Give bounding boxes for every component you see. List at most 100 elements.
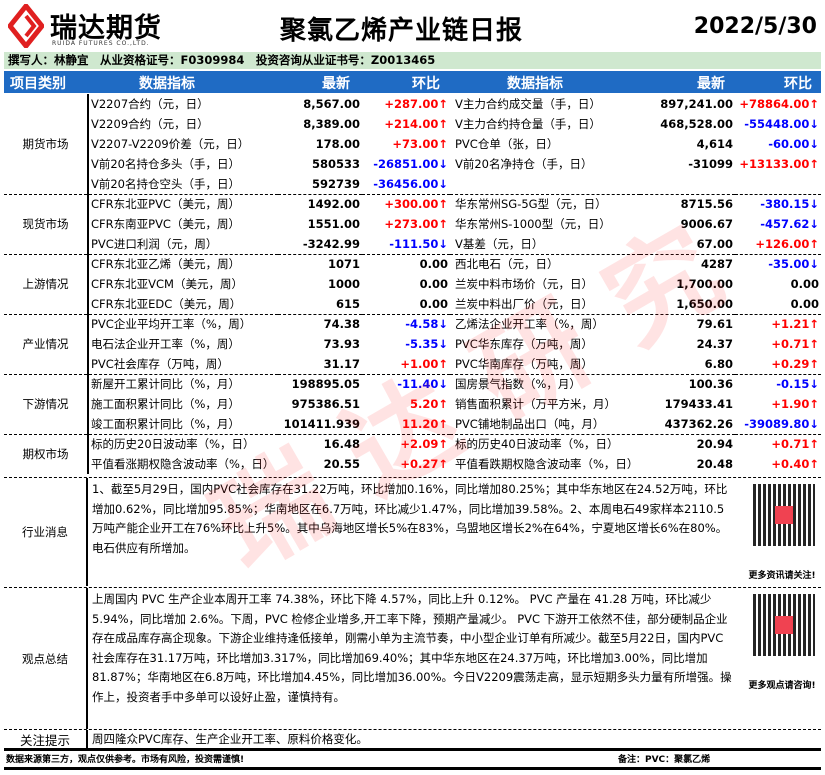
change-value: -11.40↓	[362, 373, 450, 394]
latest-value: 9006.67	[680, 217, 733, 231]
table-row: 上游情况 CFR东北亚乙烯（美元，周） 1071 0.00 西北电石（元，日） 4…	[4, 253, 821, 314]
change-value: +73.00↑	[392, 137, 448, 151]
qr-caption: 更多资讯请关注!	[748, 571, 816, 581]
change-value: -457.62↓	[760, 217, 819, 231]
view-text: 上周国内 PVC 生产企业本周开工率 74.38%，环比下降 4.57%，同比上…	[92, 592, 732, 704]
latest-value: 468,528.00	[660, 117, 733, 131]
indicator-name: 销售面积累计（万平方米，月）	[455, 397, 616, 411]
report-date: 2022/5/30	[693, 14, 817, 39]
change-value: -26851.00↓	[373, 157, 448, 171]
change-value: -380.15↓	[735, 193, 821, 214]
col-indicator: 数据指标	[139, 76, 195, 92]
indicator-name: PVC进口利润（元，周）	[91, 236, 218, 251]
table-row: V前20名持仓空头（手，日） 592739 -36456.00↓	[4, 174, 821, 194]
data-table: 期货市场 V2207合约（元，日） 8,567.00 +287.00↑ V主力合约…	[4, 94, 821, 474]
indicator-name: V2207合约（元，日）	[91, 97, 209, 111]
table-header: 项目类别 数据指标 最新 环比 数据指标 最新 环比	[4, 71, 821, 93]
news-text: 1、截至5月29日，国内PVC社会库存在31.22万吨，环比增加0.16%，同比…	[92, 482, 728, 555]
latest-value: 437362.26	[664, 416, 733, 431]
table-row: 下游情况 新屋开工累计同比（%，月） 198895.05 -11.40↓ 国房景气…	[4, 373, 821, 434]
change-value: -4.58↓	[362, 313, 450, 334]
latest-value: 4287	[640, 253, 735, 274]
change-value: -39089.80↓	[744, 416, 819, 431]
view-section: 观点总结 上周国内 PVC 生产企业本周开工率 74.38%，环比下降 4.57…	[4, 588, 821, 729]
category-label: 下游情况	[4, 373, 89, 434]
indicator-name: PVC仓单（张，日）	[455, 137, 559, 151]
table-row: 现货市场 CFR东北亚PVC（美元，周） 1492.00 +300.00↑ 华东常…	[4, 193, 821, 254]
latest-value: 897,241.00	[660, 97, 733, 111]
table-row: 产业情况 PVC企业平均开工率（%，周） 74.38 -4.58↓ 乙烯法企业开工…	[4, 313, 821, 374]
indicator-name: 西北电石（元，日）	[450, 253, 640, 274]
latest-value: 615	[335, 296, 360, 311]
col-indicator-2: 数据指标	[507, 76, 563, 92]
latest-value: 975386.51	[291, 397, 360, 411]
change-value: -111.50↓	[389, 236, 448, 251]
change-value: -0.15↓	[735, 373, 821, 394]
latest-value: 8,389.00	[303, 117, 360, 131]
report-title: 聚氯乙烯产业链日报	[280, 16, 524, 46]
change-value: +300.00↑	[362, 193, 450, 214]
indicator-name: 乙烯法企业开工率（%，周）	[450, 313, 640, 334]
table-row: CFR东北亚EDC（美元，周） 615 0.00 兰炭中料出厂价（元，日） 1,…	[4, 294, 821, 314]
latest-value: 1492.00	[278, 193, 362, 214]
company-logo: 瑞达期货 RUIDA FUTURES CO.,LTD.	[8, 4, 168, 50]
latest-value: 16.48	[278, 433, 362, 454]
change-value: +13133.00↑	[739, 157, 819, 171]
latest-value: 31.17	[323, 356, 360, 371]
latest-value: 20.48	[696, 457, 733, 471]
change-value: +126.00↑	[755, 236, 819, 251]
change-value: 0.00	[362, 253, 450, 274]
latest-value: 592739	[311, 176, 360, 191]
change-value: 0.00	[419, 277, 448, 291]
indicator-name: 华东常州S-1000型（元，日）	[455, 217, 611, 231]
indicator-name: V基差（元，日）	[455, 236, 544, 251]
latest-value: 24.37	[696, 337, 733, 351]
change-value: -35.00↓	[735, 253, 821, 274]
change-value: +1.21↑	[735, 313, 821, 334]
latest-value: 1,700.00	[676, 277, 733, 291]
table-row: 期权市场 标的历史20日波动率（%，日） 16.48 +2.09↑ 标的历史40日…	[4, 433, 821, 474]
qr-code-icon[interactable]	[753, 484, 815, 546]
table-row: 平值看涨期权隐含波动率（%，日） 20.55 +0.27↑ 平值看跌期权隐含波动…	[4, 454, 821, 474]
author-bar: 撰写人：林静宜 从业资格证号：F0309984 投资咨询从业证书号：Z00134…	[4, 52, 821, 69]
col-latest: 最新	[322, 76, 350, 92]
latest-value: 101411.939	[283, 416, 360, 431]
indicator-name: CFR东北亚乙烯（美元，周）	[88, 253, 278, 274]
focus-label: 关注提示	[4, 730, 88, 748]
indicator-name: CFR东北亚VCM（美元，周）	[91, 277, 243, 291]
change-value: 11.20↑	[401, 416, 448, 431]
indicator-name: V前20名持仓空头（手，日）	[91, 176, 240, 191]
change-value: +1.90↑	[771, 397, 819, 411]
change-value: -60.00↓	[768, 137, 819, 151]
footer-disclaimer: 数据来源第三方，观点仅供参考。市场有风险，投资需谨慎!	[6, 755, 245, 765]
change-value: 0.00	[419, 296, 448, 311]
latest-value: 178.00	[315, 137, 360, 151]
latest-value: 1551.00	[307, 217, 360, 231]
table-row: V2209合约（元，日） 8,389.00 +214.00↑ V主力合约持仓量（…	[4, 114, 821, 134]
indicator-name: CFR东南亚PVC（美元，周）	[91, 217, 240, 231]
category-label: 产业情况	[4, 313, 89, 374]
table-row: CFR东南亚PVC（美元，周） 1551.00 +273.00↑ 华东常州S-1…	[4, 214, 821, 234]
change-value: +273.00↑	[384, 217, 448, 231]
col-latest-2: 最新	[697, 76, 725, 92]
indicator-name: V2209合约（元，日）	[91, 117, 209, 131]
latest-value: 6.80	[704, 356, 733, 371]
change-value: -55448.00↓	[744, 117, 819, 131]
divider	[4, 477, 821, 478]
latest-value: 580533	[311, 157, 360, 171]
latest-value: 67.00	[696, 236, 733, 251]
divider	[4, 748, 821, 751]
category-label: 上游情况	[4, 253, 89, 314]
category-label: 现货市场	[4, 193, 89, 254]
indicator-name: V主力合约持仓量（手，日）	[455, 117, 601, 131]
table-row: V前20名持仓多头（手，日） 580533 -26851.00↓ V前20名净持…	[4, 154, 821, 174]
indicator-name: PVC华东库存（万吨，周）	[455, 337, 593, 351]
col-change-2: 环比	[784, 76, 812, 92]
category-label: 期权市场	[4, 433, 89, 474]
indicator-name	[450, 174, 640, 194]
logo-subtext: RUIDA FUTURES CO.,LTD.	[52, 40, 150, 47]
change-value: -5.35↓	[405, 337, 448, 351]
table-row: 竣工面积累计同比（%，月） 101411.939 11.20↑ PVC铺地制品出…	[4, 414, 821, 434]
qr-code-icon[interactable]	[753, 594, 815, 656]
change-value: +2.09↑	[362, 433, 450, 454]
